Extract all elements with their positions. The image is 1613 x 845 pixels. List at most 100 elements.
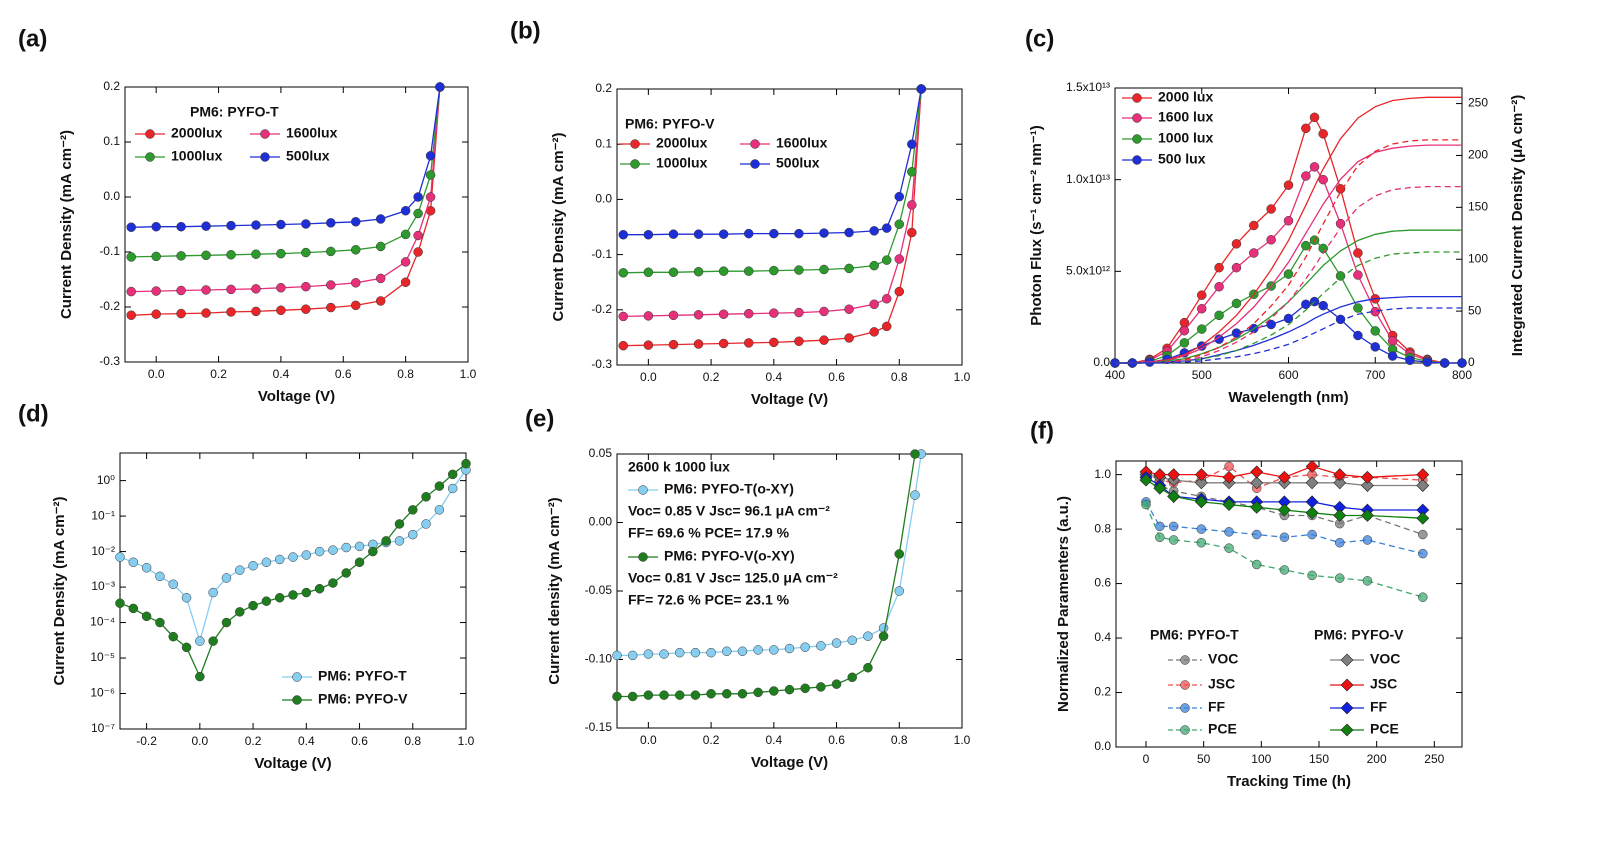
data-point xyxy=(743,228,754,239)
y-tick-label: 0.2 xyxy=(103,79,120,93)
data-point xyxy=(1168,535,1179,545)
data-point xyxy=(1318,300,1328,311)
data-point xyxy=(816,641,826,651)
x-tick-label: 0.6 xyxy=(828,370,845,384)
data-point xyxy=(1353,330,1363,341)
x-tick-label: 800 xyxy=(1452,368,1472,382)
data-point xyxy=(1279,532,1290,543)
y2-tick-label: 250 xyxy=(1468,96,1488,110)
legend-marker xyxy=(1132,113,1142,123)
data-point xyxy=(1224,543,1234,553)
series-line xyxy=(1115,307,1462,364)
y-tick-label: 0.4 xyxy=(1094,630,1111,644)
data-point xyxy=(643,690,654,700)
data-point xyxy=(413,230,423,241)
data-point xyxy=(301,247,311,258)
data-point xyxy=(690,647,701,658)
data-point xyxy=(421,492,431,502)
legend-marker xyxy=(1180,680,1190,690)
data-point xyxy=(769,337,779,348)
legend-label: 2000 lux xyxy=(1158,89,1213,105)
data-point xyxy=(737,689,748,699)
y-tick-label: -0.05 xyxy=(585,583,613,597)
data-point xyxy=(844,227,854,238)
data-point xyxy=(288,590,298,600)
data-point xyxy=(668,339,679,350)
data-point xyxy=(769,308,779,318)
data-point xyxy=(1249,220,1259,231)
y-tick-label: 10⁻³ xyxy=(91,579,115,593)
data-point xyxy=(894,254,905,264)
data-point xyxy=(863,631,873,641)
data-point xyxy=(394,536,405,546)
x-tick-label: 0.0 xyxy=(640,370,657,384)
y-tick-label: -0.3 xyxy=(591,357,612,371)
data-point xyxy=(1416,511,1430,525)
data-point xyxy=(1277,503,1291,517)
data-point xyxy=(869,226,879,236)
data-point xyxy=(1214,310,1224,321)
data-point xyxy=(907,139,917,149)
data-point xyxy=(1362,535,1373,545)
y-tick-label: 0.2 xyxy=(1094,685,1111,699)
data-point xyxy=(326,218,336,228)
data-point xyxy=(878,623,889,633)
data-point xyxy=(425,192,436,202)
data-point xyxy=(394,519,405,529)
legend-title: PM6: PYFO-V xyxy=(1314,627,1404,643)
data-point xyxy=(400,257,411,267)
data-point xyxy=(168,631,178,642)
data-point xyxy=(1305,460,1319,473)
series-line xyxy=(1115,239,1462,364)
data-point xyxy=(1333,476,1347,490)
data-point xyxy=(447,483,458,494)
data-point xyxy=(1370,342,1380,352)
x-tick-label: 150 xyxy=(1309,752,1329,766)
legend-label: 1600lux xyxy=(776,135,828,151)
data-point xyxy=(831,638,842,648)
data-point xyxy=(115,598,125,608)
x-tick-label: 0.4 xyxy=(765,370,782,384)
data-point xyxy=(1301,123,1311,134)
panel-label: (e) xyxy=(525,405,554,432)
data-point xyxy=(221,617,232,628)
data-point xyxy=(1318,243,1328,254)
data-point xyxy=(328,545,338,555)
legend-marker xyxy=(1132,155,1142,165)
series-line xyxy=(1115,185,1462,364)
data-point xyxy=(201,221,211,231)
data-point xyxy=(643,649,654,659)
data-point xyxy=(1418,529,1428,540)
x-tick-label: 200 xyxy=(1367,752,1387,766)
data-point xyxy=(1353,248,1363,258)
y-axis-title: Current Density (mA cm⁻²) xyxy=(58,130,75,319)
data-point xyxy=(1194,495,1208,509)
data-point xyxy=(261,557,272,568)
y-tick-label: 10⁻¹ xyxy=(91,508,115,522)
legend-label: PCE xyxy=(1208,721,1237,737)
data-point xyxy=(261,596,272,606)
data-point xyxy=(341,568,351,578)
x-tick-label: 1.0 xyxy=(954,370,971,384)
data-point xyxy=(1361,470,1374,484)
data-point xyxy=(274,592,285,603)
data-point xyxy=(1231,262,1242,273)
data-point xyxy=(274,554,285,565)
data-point xyxy=(1214,281,1224,292)
x-tick-label: 0.4 xyxy=(298,734,315,748)
y-tick-label: 0.0 xyxy=(1094,739,1111,753)
x-tick-label: 0.0 xyxy=(640,733,657,747)
data-point xyxy=(251,284,261,294)
data-point xyxy=(1266,204,1276,214)
data-point xyxy=(627,691,638,702)
data-point xyxy=(276,305,286,316)
x-tick-label: 0.8 xyxy=(397,367,414,381)
data-point xyxy=(326,280,336,290)
y2-tick-label: 50 xyxy=(1468,303,1482,317)
data-point xyxy=(869,327,879,337)
legend-label: JSC xyxy=(1370,676,1397,692)
data-point xyxy=(881,223,892,233)
legend-title: PM6: PYFO-T xyxy=(190,104,279,120)
data-point xyxy=(375,214,386,224)
